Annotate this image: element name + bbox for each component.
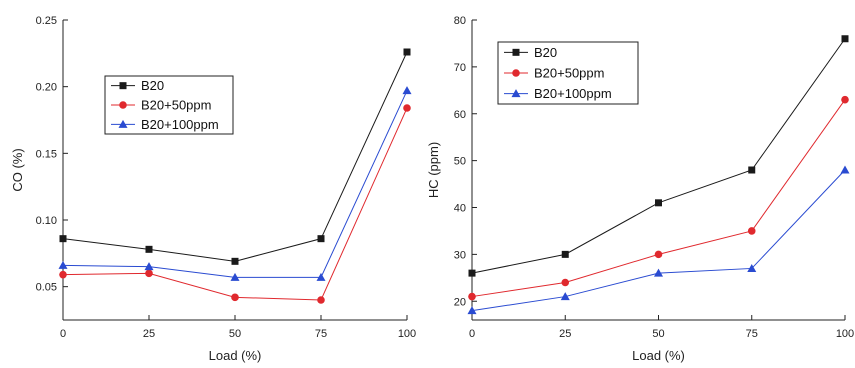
legend-marker: [512, 48, 520, 56]
data-point: [747, 263, 757, 272]
series-line: [62, 107, 408, 301]
x-tick-label: 25: [143, 328, 155, 340]
legend-label: B20+50ppm: [534, 66, 604, 81]
legend-marker: [119, 82, 127, 90]
data-point: [316, 272, 326, 281]
data-point: [231, 293, 239, 302]
legend-item: B20: [111, 78, 164, 93]
y-tick-label: 0.15: [36, 148, 57, 160]
legend-marker: [118, 119, 128, 128]
x-tick-label: 75: [315, 328, 327, 340]
y-tick-label: 30: [454, 249, 466, 261]
legend-item: B20: [504, 45, 557, 60]
y-tick-label: 70: [454, 62, 466, 74]
y-tick-label: 80: [454, 15, 466, 27]
data-point: [230, 272, 240, 281]
x-tick-label: 50: [652, 328, 664, 340]
legend-marker: [512, 69, 520, 77]
data-point: [654, 250, 663, 259]
data-point: [561, 250, 569, 258]
y-tick-label: 60: [454, 109, 466, 121]
data-point: [145, 269, 153, 278]
y-tick-label: 0.20: [36, 82, 57, 94]
data-point: [654, 268, 663, 277]
data-point: [317, 235, 325, 243]
series-b20-50ppm: [59, 104, 411, 304]
series-b20: [59, 48, 411, 265]
x-tick-label: 100: [836, 328, 854, 340]
legend-item: B20+50ppm: [504, 66, 604, 81]
series-line: [471, 169, 846, 312]
data-point: [840, 165, 850, 174]
y-tick-label: 50: [454, 156, 466, 168]
legend-label: B20+50ppm: [141, 98, 211, 113]
data-point: [59, 270, 67, 279]
data-point: [144, 262, 154, 271]
data-point: [655, 199, 662, 207]
data-point: [58, 260, 68, 269]
data-point: [561, 278, 570, 287]
x-tick-label: 0: [469, 328, 475, 340]
data-point: [748, 166, 756, 174]
data-point: [402, 86, 412, 95]
chart-2: 0 25 50 75 100 20 30 40 50 60 70 80 Load (%) HC (ppm)…: [426, 15, 854, 363]
y-axis-label: CO (%): [10, 148, 25, 191]
data-point: [403, 48, 411, 56]
legend-marker: [119, 101, 127, 109]
legend-item: B20+100ppm: [111, 117, 219, 132]
y-axis-label: HC (ppm): [426, 142, 441, 198]
x-tick-label: 0: [60, 328, 66, 340]
y-tick-label: 0.25: [36, 15, 57, 27]
legend-marker: [511, 89, 521, 98]
series-b20-100ppm: [467, 165, 850, 315]
series-b20: [468, 35, 849, 277]
legend-label: B20: [534, 45, 557, 60]
data-point: [747, 227, 756, 235]
data-point: [145, 245, 153, 253]
legend-label: B20: [141, 78, 164, 93]
chart-1: 0 25 50 75 100 0.05 0.10 0.15 0.20 0.25 Load (%) CO…: [10, 15, 416, 363]
data-point: [468, 269, 476, 277]
x-axis-label: Load (%): [632, 348, 685, 363]
data-point: [467, 306, 477, 315]
x-tick-label: 75: [746, 328, 758, 340]
legend-item: B20+50ppm: [111, 98, 211, 113]
data-point: [841, 95, 849, 104]
legend-label: B20+100ppm: [141, 117, 219, 132]
series-b20-50ppm: [468, 95, 849, 301]
legend: B20 B20+50ppm B20+100ppm: [104, 75, 234, 135]
data-point: [231, 257, 239, 265]
data-point: [59, 235, 67, 243]
y-tick-label: 0.05: [36, 282, 57, 294]
legend: B20 B20+50ppm B20+100ppm: [497, 41, 639, 105]
x-axis-label: Load (%): [209, 348, 262, 363]
x-tick-label: 25: [559, 328, 571, 340]
x-tick-label: 50: [229, 328, 241, 340]
x-tick-label: 100: [398, 328, 416, 340]
y-tick-label: 20: [454, 296, 466, 308]
data-point: [841, 35, 849, 43]
data-point: [403, 104, 411, 112]
legend-label: B20+100ppm: [534, 86, 612, 101]
data-point: [468, 292, 476, 301]
series-line: [471, 99, 846, 298]
data-point: [560, 292, 570, 301]
series-b20-100ppm: [58, 86, 412, 281]
legend-item: B20+100ppm: [504, 86, 612, 101]
y-tick-label: 0.10: [36, 215, 57, 227]
y-tick-label: 40: [454, 203, 466, 215]
data-point: [317, 296, 325, 304]
